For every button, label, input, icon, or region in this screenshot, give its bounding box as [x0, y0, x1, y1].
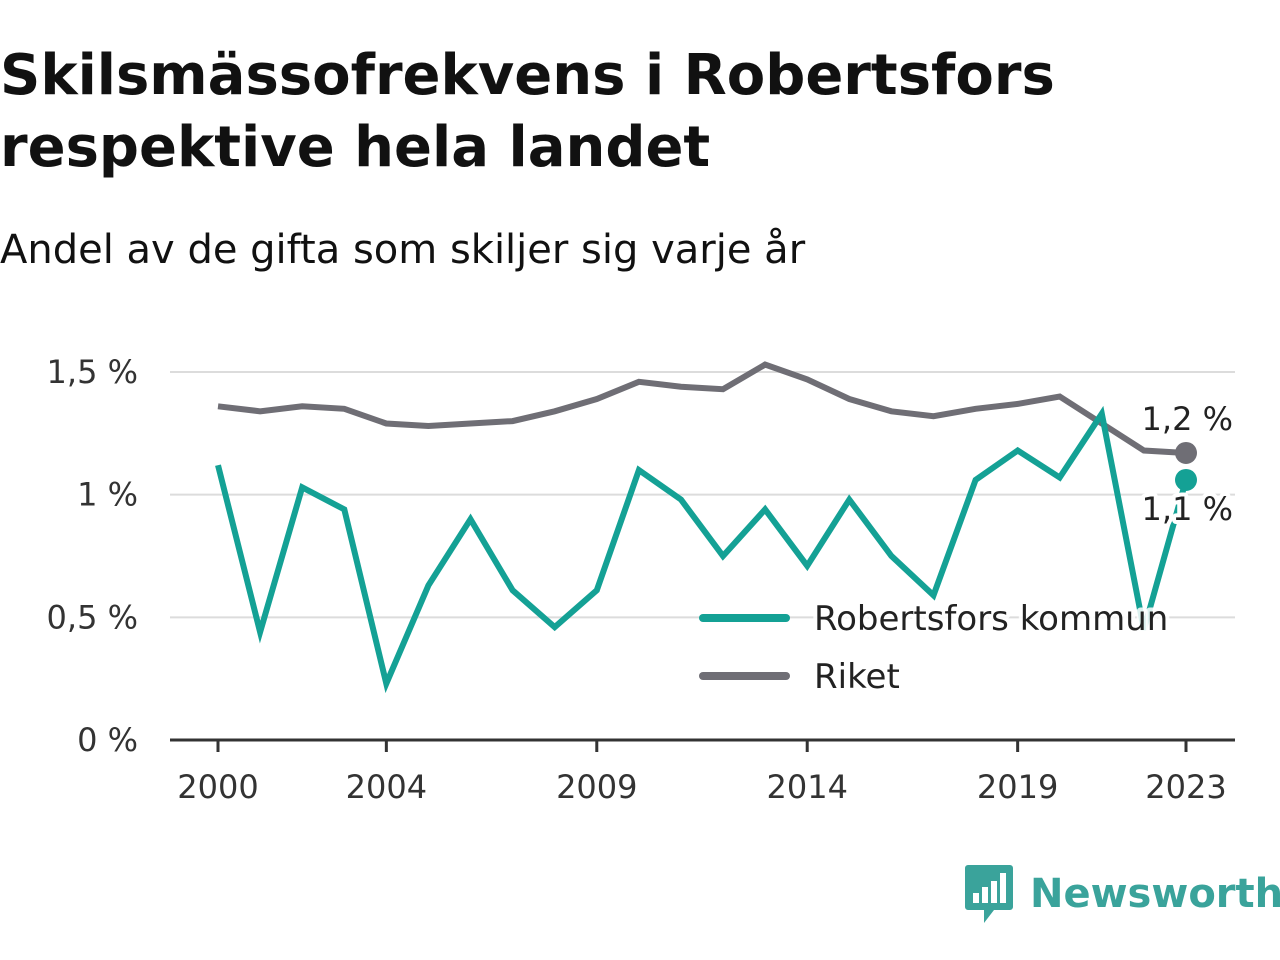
- end-label-riket: 1,2 %: [1142, 400, 1233, 438]
- y-tick-label: 0 %: [77, 721, 138, 759]
- x-tick-label: 2000: [177, 768, 258, 806]
- chart-subtitle: Andel av de gifta som skiljer sig varje …: [0, 227, 806, 273]
- x-tick-label: 2019: [977, 768, 1058, 806]
- y-tick-label: 1,5 %: [47, 353, 138, 391]
- legend-label-robertsfors: Robertsfors kommun: [814, 599, 1168, 639]
- axes: 0 % 0,5 % 1 % 1,5 % 2000 2004 2009 2014 2019 2023: [47, 353, 1235, 806]
- chart-title: Skilsmässofrekvens i Robertsfors respekt…: [0, 43, 1055, 180]
- y-tick-label: 0,5 %: [47, 598, 138, 636]
- series-line-riket: [217, 361, 1187, 456]
- brand-logo: Newsworthy: [964, 862, 1280, 926]
- x-tick-label: 2023: [1145, 768, 1226, 806]
- series-lines: [215, 361, 1197, 694]
- x-tick-label: 2004: [346, 768, 427, 806]
- end-point-riket: [1175, 441, 1197, 464]
- end-labels: 1,1 % 1,2 %: [1138, 396, 1237, 532]
- legend: Robertsfors kommun Riket: [699, 595, 1172, 701]
- legend-label-riket: Riket: [814, 657, 900, 697]
- y-tick-label: 1 %: [77, 476, 138, 514]
- end-label-robertsfors: 1,1 %: [1142, 490, 1233, 528]
- x-tick-label: 2014: [766, 768, 847, 806]
- x-tick-label: 2009: [556, 768, 637, 806]
- newsworthy-logo-icon: [965, 865, 1013, 923]
- series-line-robertsfors: [215, 405, 1189, 694]
- brand-name: Newsworthy: [1030, 871, 1280, 917]
- end-point-robertsfors: [1175, 468, 1197, 491]
